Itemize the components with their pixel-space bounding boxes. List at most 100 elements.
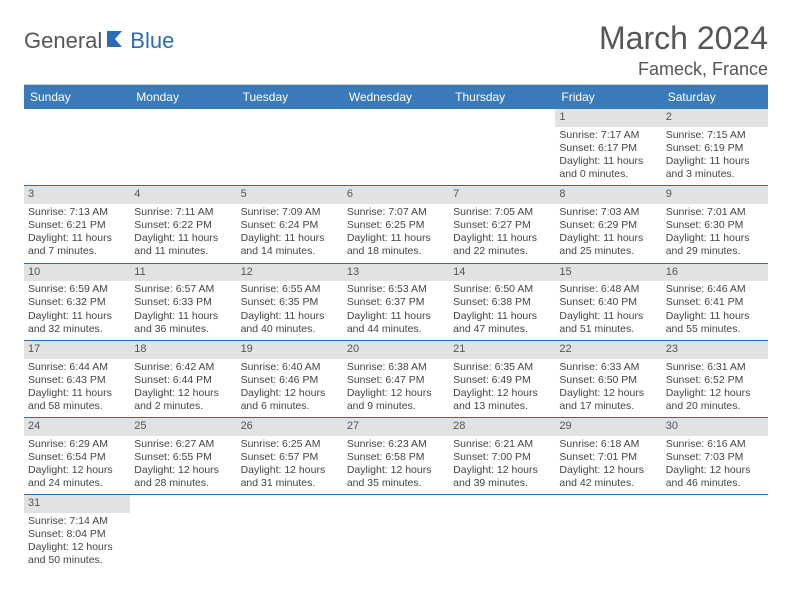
day-number: 30 xyxy=(662,418,768,436)
day-data: Sunrise: 6:16 AMSunset: 7:03 PMDaylight:… xyxy=(662,436,768,495)
day-data: Sunrise: 6:42 AMSunset: 6:44 PMDaylight:… xyxy=(130,359,236,418)
day-cell: 23Sunrise: 6:31 AMSunset: 6:52 PMDayligh… xyxy=(662,341,768,418)
day-number: 1 xyxy=(555,109,661,127)
location: Fameck, France xyxy=(599,59,768,80)
day-data: Sunrise: 6:18 AMSunset: 7:01 PMDaylight:… xyxy=(555,436,661,495)
day-number: 16 xyxy=(662,264,768,282)
day-cell: 17Sunrise: 6:44 AMSunset: 6:43 PMDayligh… xyxy=(24,341,130,418)
day-cell: 21Sunrise: 6:35 AMSunset: 6:49 PMDayligh… xyxy=(449,341,555,418)
day-data: Sunrise: 7:09 AMSunset: 6:24 PMDaylight:… xyxy=(237,204,343,263)
day-number: 4 xyxy=(130,186,236,204)
day-cell: 9Sunrise: 7:01 AMSunset: 6:30 PMDaylight… xyxy=(662,186,768,263)
day-number: 12 xyxy=(237,264,343,282)
day-cell: 14Sunrise: 6:50 AMSunset: 6:38 PMDayligh… xyxy=(449,264,555,341)
logo: General Blue xyxy=(24,28,174,54)
day-cell: 3Sunrise: 7:13 AMSunset: 6:21 PMDaylight… xyxy=(24,186,130,263)
day-data: Sunrise: 7:14 AMSunset: 8:04 PMDaylight:… xyxy=(24,513,130,572)
day-cell: 5Sunrise: 7:09 AMSunset: 6:24 PMDaylight… xyxy=(237,186,343,263)
day-cell: 22Sunrise: 6:33 AMSunset: 6:50 PMDayligh… xyxy=(555,341,661,418)
day-data: Sunrise: 6:53 AMSunset: 6:37 PMDaylight:… xyxy=(343,281,449,340)
day-number: 8 xyxy=(555,186,661,204)
logo-flag-icon xyxy=(106,30,128,53)
day-cell: 25Sunrise: 6:27 AMSunset: 6:55 PMDayligh… xyxy=(130,418,236,495)
day-data: Sunrise: 6:27 AMSunset: 6:55 PMDaylight:… xyxy=(130,436,236,495)
empty-cell xyxy=(130,495,236,571)
day-data: Sunrise: 6:48 AMSunset: 6:40 PMDaylight:… xyxy=(555,281,661,340)
day-number: 22 xyxy=(555,341,661,359)
logo-text-general: General xyxy=(24,28,102,54)
day-cell: 13Sunrise: 6:53 AMSunset: 6:37 PMDayligh… xyxy=(343,264,449,341)
day-number: 25 xyxy=(130,418,236,436)
day-number: 24 xyxy=(24,418,130,436)
empty-cell xyxy=(449,495,555,571)
day-number: 10 xyxy=(24,264,130,282)
day-number: 23 xyxy=(662,341,768,359)
empty-cell xyxy=(237,109,343,186)
month-title: March 2024 xyxy=(599,20,768,57)
day-number: 15 xyxy=(555,264,661,282)
day-cell: 20Sunrise: 6:38 AMSunset: 6:47 PMDayligh… xyxy=(343,341,449,418)
empty-cell xyxy=(237,495,343,571)
day-cell: 30Sunrise: 6:16 AMSunset: 7:03 PMDayligh… xyxy=(662,418,768,495)
day-cell: 12Sunrise: 6:55 AMSunset: 6:35 PMDayligh… xyxy=(237,264,343,341)
dow-header: Wednesday xyxy=(343,85,449,109)
day-data: Sunrise: 6:44 AMSunset: 6:43 PMDaylight:… xyxy=(24,359,130,418)
day-data: Sunrise: 6:59 AMSunset: 6:32 PMDaylight:… xyxy=(24,281,130,340)
empty-cell xyxy=(343,495,449,571)
day-number: 5 xyxy=(237,186,343,204)
day-cell: 29Sunrise: 6:18 AMSunset: 7:01 PMDayligh… xyxy=(555,418,661,495)
day-data: Sunrise: 6:33 AMSunset: 6:50 PMDaylight:… xyxy=(555,359,661,418)
day-cell: 4Sunrise: 7:11 AMSunset: 6:22 PMDaylight… xyxy=(130,186,236,263)
day-cell: 2Sunrise: 7:15 AMSunset: 6:19 PMDaylight… xyxy=(662,109,768,186)
day-cell: 18Sunrise: 6:42 AMSunset: 6:44 PMDayligh… xyxy=(130,341,236,418)
day-cell: 24Sunrise: 6:29 AMSunset: 6:54 PMDayligh… xyxy=(24,418,130,495)
day-data: Sunrise: 7:17 AMSunset: 6:17 PMDaylight:… xyxy=(555,127,661,186)
day-number: 9 xyxy=(662,186,768,204)
day-data: Sunrise: 6:23 AMSunset: 6:58 PMDaylight:… xyxy=(343,436,449,495)
calendar-grid: SundayMondayTuesdayWednesdayThursdayFrid… xyxy=(24,84,768,572)
day-cell: 19Sunrise: 6:40 AMSunset: 6:46 PMDayligh… xyxy=(237,341,343,418)
dow-header: Tuesday xyxy=(237,85,343,109)
day-data: Sunrise: 6:31 AMSunset: 6:52 PMDaylight:… xyxy=(662,359,768,418)
day-number: 18 xyxy=(130,341,236,359)
day-data: Sunrise: 7:11 AMSunset: 6:22 PMDaylight:… xyxy=(130,204,236,263)
day-cell: 31Sunrise: 7:14 AMSunset: 8:04 PMDayligh… xyxy=(24,495,130,571)
empty-cell xyxy=(24,109,130,186)
day-data: Sunrise: 7:13 AMSunset: 6:21 PMDaylight:… xyxy=(24,204,130,263)
day-cell: 28Sunrise: 6:21 AMSunset: 7:00 PMDayligh… xyxy=(449,418,555,495)
day-data: Sunrise: 6:46 AMSunset: 6:41 PMDaylight:… xyxy=(662,281,768,340)
dow-header: Thursday xyxy=(449,85,555,109)
day-data: Sunrise: 6:35 AMSunset: 6:49 PMDaylight:… xyxy=(449,359,555,418)
day-number: 27 xyxy=(343,418,449,436)
day-cell: 15Sunrise: 6:48 AMSunset: 6:40 PMDayligh… xyxy=(555,264,661,341)
dow-header: Friday xyxy=(555,85,661,109)
day-data: Sunrise: 6:29 AMSunset: 6:54 PMDaylight:… xyxy=(24,436,130,495)
day-number: 13 xyxy=(343,264,449,282)
day-number: 6 xyxy=(343,186,449,204)
day-cell: 1Sunrise: 7:17 AMSunset: 6:17 PMDaylight… xyxy=(555,109,661,186)
day-cell: 10Sunrise: 6:59 AMSunset: 6:32 PMDayligh… xyxy=(24,264,130,341)
day-data: Sunrise: 6:57 AMSunset: 6:33 PMDaylight:… xyxy=(130,281,236,340)
empty-cell xyxy=(130,109,236,186)
day-number: 11 xyxy=(130,264,236,282)
day-data: Sunrise: 6:50 AMSunset: 6:38 PMDaylight:… xyxy=(449,281,555,340)
empty-cell xyxy=(662,495,768,571)
day-cell: 16Sunrise: 6:46 AMSunset: 6:41 PMDayligh… xyxy=(662,264,768,341)
day-data: Sunrise: 7:15 AMSunset: 6:19 PMDaylight:… xyxy=(662,127,768,186)
empty-cell xyxy=(449,109,555,186)
day-number: 17 xyxy=(24,341,130,359)
day-number: 20 xyxy=(343,341,449,359)
day-number: 21 xyxy=(449,341,555,359)
day-cell: 11Sunrise: 6:57 AMSunset: 6:33 PMDayligh… xyxy=(130,264,236,341)
day-number: 2 xyxy=(662,109,768,127)
day-number: 29 xyxy=(555,418,661,436)
day-data: Sunrise: 6:38 AMSunset: 6:47 PMDaylight:… xyxy=(343,359,449,418)
day-number: 31 xyxy=(24,495,130,513)
day-cell: 26Sunrise: 6:25 AMSunset: 6:57 PMDayligh… xyxy=(237,418,343,495)
day-number: 28 xyxy=(449,418,555,436)
day-data: Sunrise: 7:05 AMSunset: 6:27 PMDaylight:… xyxy=(449,204,555,263)
day-number: 19 xyxy=(237,341,343,359)
day-data: Sunrise: 7:01 AMSunset: 6:30 PMDaylight:… xyxy=(662,204,768,263)
day-number: 7 xyxy=(449,186,555,204)
day-data: Sunrise: 7:07 AMSunset: 6:25 PMDaylight:… xyxy=(343,204,449,263)
